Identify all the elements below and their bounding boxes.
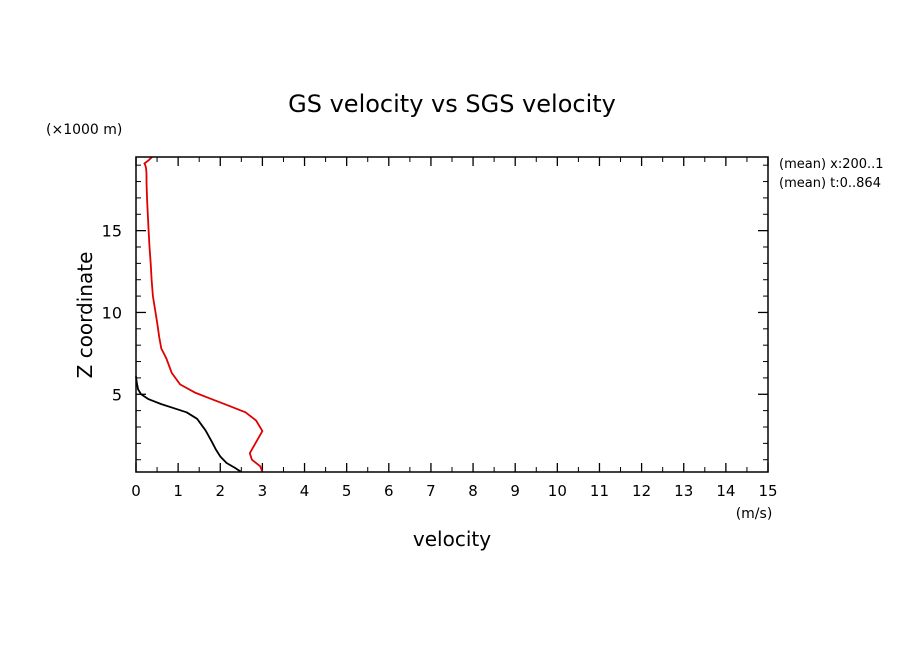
x-tick-label: 12 [632, 482, 651, 500]
annotation-x-mean: (mean) x:200..1 [779, 157, 884, 172]
y-axis-label: Z coordinate [73, 252, 97, 379]
x-tick-label: 5 [342, 482, 352, 500]
x-tick-label: 7 [426, 482, 436, 500]
y-axis-unit: (×1000 m) [46, 122, 122, 138]
x-tick-label: 2 [215, 482, 225, 500]
x-tick-label: 4 [300, 482, 310, 500]
series-line-black [135, 376, 242, 473]
x-axis-label: velocity [413, 527, 491, 551]
chart-title: GS velocity vs SGS velocity [288, 90, 616, 118]
x-tick-label: 13 [674, 482, 693, 500]
x-tick-label: 11 [590, 482, 609, 500]
y-tick-label: 5 [112, 385, 122, 404]
x-axis-unit: (m/s) [736, 506, 773, 522]
x-tick-label: 14 [716, 482, 735, 500]
x-tick-label: 0 [131, 482, 141, 500]
x-tick-label: 3 [258, 482, 268, 500]
y-tick-label: 10 [102, 303, 122, 322]
series-group [135, 156, 264, 473]
y-tick-label: 15 [102, 222, 122, 241]
x-tick-label: 6 [384, 482, 394, 500]
x-tick-label: 8 [468, 482, 478, 500]
plot-frame [135, 156, 769, 473]
x-tick-label: 10 [548, 482, 567, 500]
x-tick-label: 9 [510, 482, 520, 500]
annotation-t-mean: (mean) t:0..864 [779, 176, 881, 191]
x-tick-label: 1 [173, 482, 183, 500]
x-tick-label: 15 [758, 482, 777, 500]
series-line-red [143, 156, 264, 473]
